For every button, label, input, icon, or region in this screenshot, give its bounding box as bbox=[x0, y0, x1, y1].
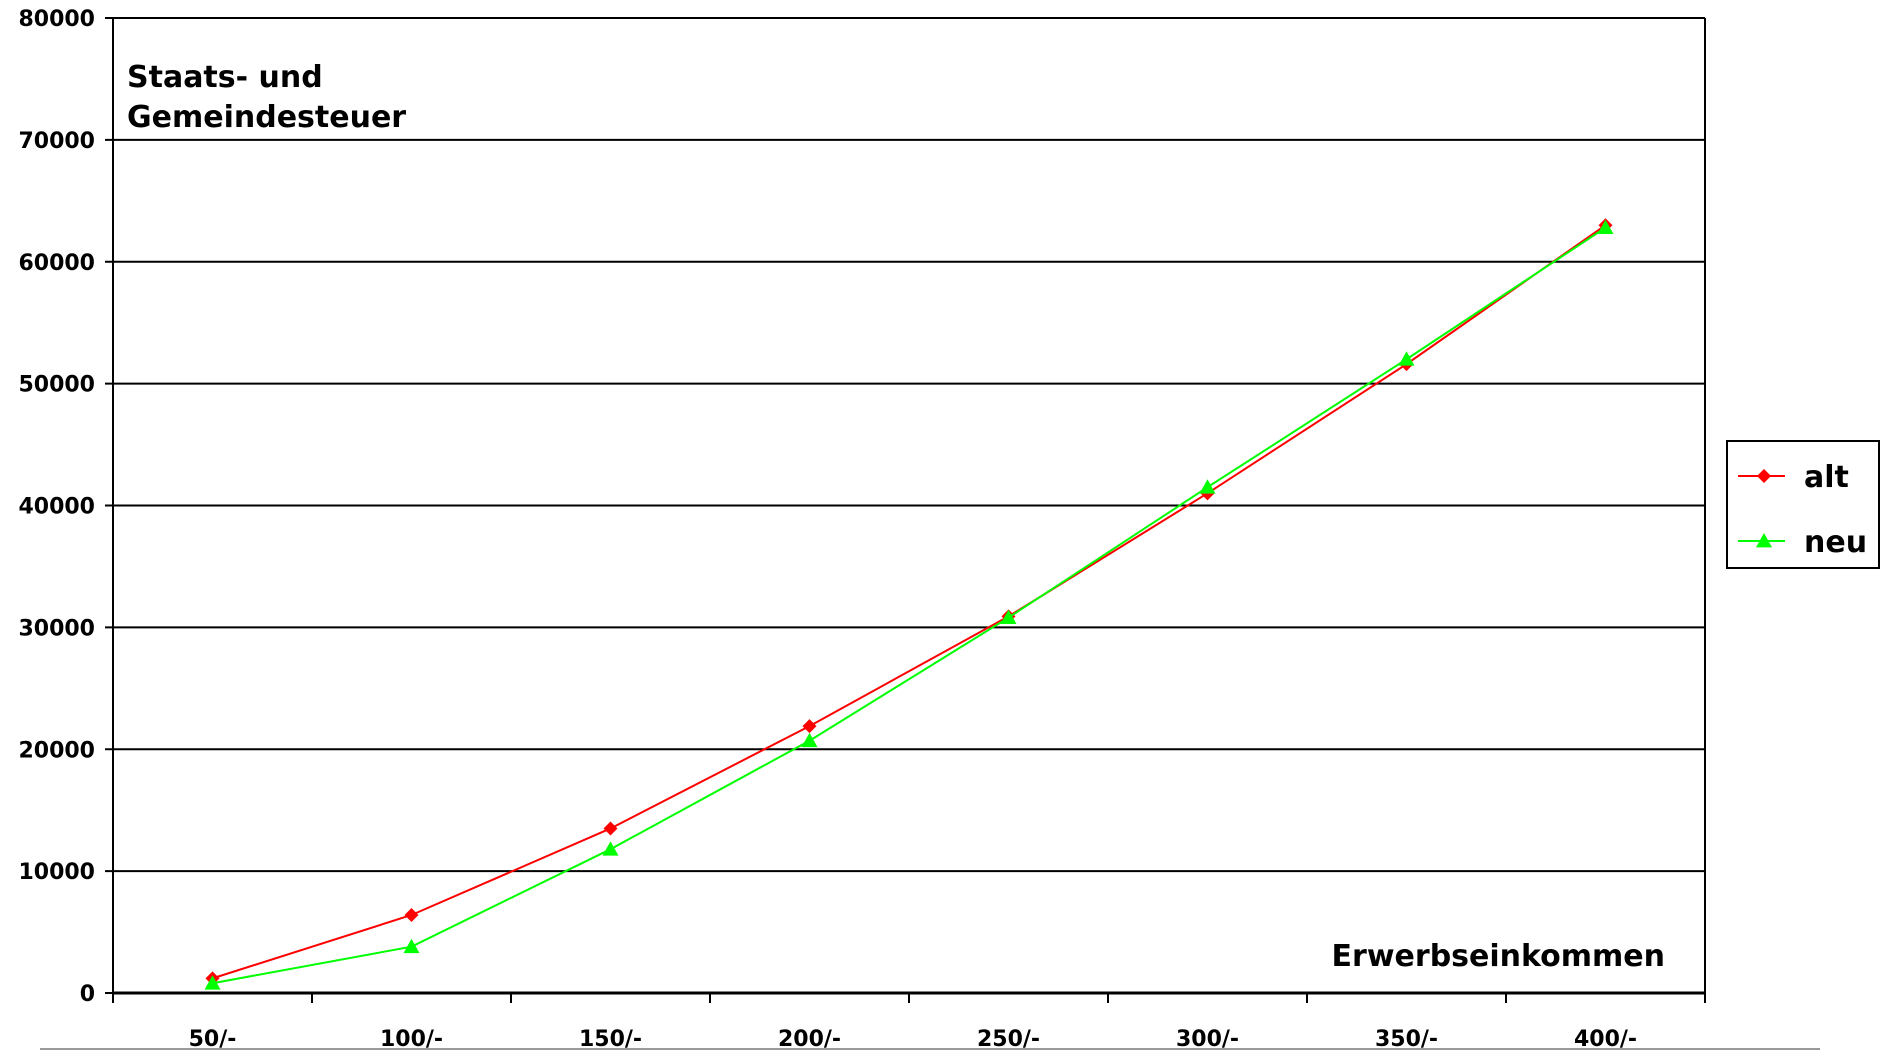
legend-item-alt: alt bbox=[1738, 460, 1849, 495]
y-tick-label: 30000 bbox=[18, 616, 95, 641]
grid-lines bbox=[113, 17, 1705, 994]
series-line-neu bbox=[212, 226, 1607, 985]
series-line-alt bbox=[212, 224, 1607, 980]
data-point-neu bbox=[801, 732, 818, 748]
data-point-neu bbox=[1398, 351, 1415, 366]
data-point-alt bbox=[404, 908, 419, 922]
legend: alt neu bbox=[1726, 440, 1880, 569]
y-tick-label: 60000 bbox=[18, 251, 95, 276]
data-point-neu bbox=[1000, 609, 1017, 625]
data-point-neu bbox=[1597, 219, 1614, 235]
y-tick-label: 20000 bbox=[18, 738, 95, 763]
data-point-alt bbox=[603, 821, 618, 836]
data-point-alt bbox=[802, 719, 817, 734]
y-tick-label: 0 bbox=[80, 982, 95, 1007]
data-point-neu bbox=[1199, 479, 1216, 494]
legend-marker-neu bbox=[1756, 533, 1772, 548]
y-tick-label: 40000 bbox=[18, 495, 95, 520]
legend-box bbox=[1726, 440, 1880, 569]
x-tick-labels: 50/- 100/- 150/- 200/- 250/- 300/- 350/- 400/- bbox=[189, 1027, 1637, 1052]
x-tick-label: 100/- bbox=[380, 1027, 443, 1052]
x-tick-label: 300/- bbox=[1176, 1027, 1239, 1052]
series-layer bbox=[204, 218, 1614, 990]
legend-label-neu: neu bbox=[1804, 525, 1867, 560]
x-axis-title: Erwerbseinkommen bbox=[1332, 939, 1665, 974]
y-tick-label: 70000 bbox=[18, 129, 95, 154]
x-tick-label: 250/- bbox=[977, 1027, 1040, 1052]
y-tick-label: 50000 bbox=[18, 373, 95, 398]
x-tick-label: 150/- bbox=[579, 1027, 642, 1052]
legend-marker-alt bbox=[1757, 469, 1771, 483]
data-point-neu bbox=[602, 841, 619, 856]
series-neu bbox=[204, 219, 1614, 990]
data-point-neu bbox=[403, 938, 420, 954]
legend-label-alt: alt bbox=[1804, 460, 1849, 495]
x-tick-label: 50/- bbox=[189, 1027, 237, 1052]
y-axis-title-line-1: Staats- und bbox=[127, 60, 323, 95]
legend-item-neu: neu bbox=[1738, 525, 1867, 560]
y-tick-label: 10000 bbox=[18, 860, 95, 885]
y-tick-label: 80000 bbox=[18, 7, 95, 32]
x-tick-label: 400/- bbox=[1574, 1027, 1637, 1052]
y-axis-title-line-2: Gemeindesteuer bbox=[127, 100, 406, 135]
x-tick-label: 200/- bbox=[778, 1027, 841, 1052]
y-tick-labels: 0 10000 20000 30000 40000 50000 60000 70000 8000… bbox=[18, 7, 95, 1007]
data-point-neu bbox=[204, 975, 221, 990]
x-tick-label: 350/- bbox=[1375, 1027, 1438, 1052]
axes bbox=[105, 17, 1706, 1003]
